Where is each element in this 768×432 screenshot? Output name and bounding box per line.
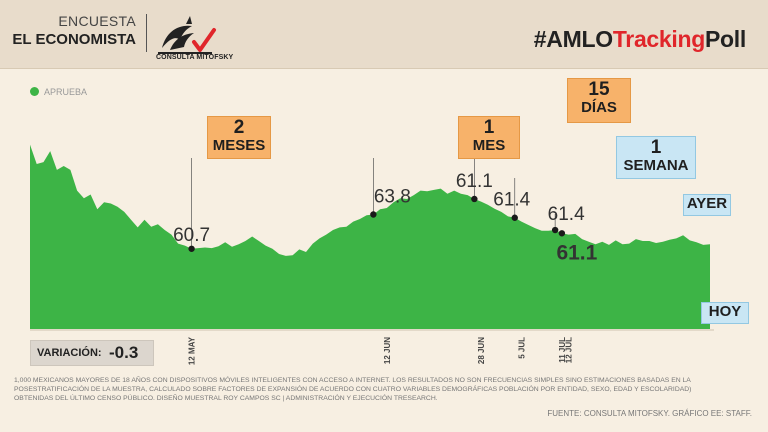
x-tick-label: 28 JUN bbox=[477, 337, 486, 364]
callout-unit: MES bbox=[472, 136, 506, 154]
annotation-value-label: 61.4 bbox=[493, 190, 530, 211]
legend-label: APRUEBA bbox=[44, 87, 88, 97]
header-divider bbox=[146, 14, 147, 52]
callout-unit: SEMANA bbox=[623, 156, 689, 174]
hashtag-title: #AMLOTrackingPoll bbox=[533, 26, 747, 53]
source-credit: FUENTE: CONSULTA MITOFSKY. GRÁFICO EE: S… bbox=[547, 409, 752, 418]
hashtag-highlight: Tracking bbox=[612, 26, 706, 52]
annotation-value-label: 61.1 bbox=[556, 241, 597, 264]
mitofsky-logo-icon bbox=[158, 16, 216, 54]
methodology-note: 1,000 MEXICANOS MAYORES DE 18 AÑOS CON D… bbox=[14, 377, 692, 402]
data-point bbox=[511, 214, 518, 221]
callout-unit: HOY bbox=[708, 303, 742, 320]
hashtag-suffix: Poll bbox=[705, 26, 746, 52]
legend-dot-icon bbox=[30, 87, 39, 96]
x-tick-label: 11 JUL bbox=[558, 337, 567, 363]
callout-2-meses: 2 MESES bbox=[207, 116, 271, 159]
callout-number: 2 bbox=[233, 117, 245, 138]
header: ENCUESTA EL ECONOMISTA CONSULTA MITOFSKY… bbox=[0, 0, 768, 69]
data-point bbox=[551, 226, 559, 234]
callout-hoy: HOY bbox=[701, 302, 749, 324]
callout-number: 15 bbox=[588, 79, 610, 100]
callout-unit: DÍAS bbox=[581, 98, 617, 116]
callout-1-semana: 1 SEMANA bbox=[616, 136, 696, 179]
legend: APRUEBA bbox=[30, 87, 87, 97]
annotation-value-label: 63.8 bbox=[374, 187, 411, 208]
annotation-value-label: 61.1 bbox=[456, 171, 493, 192]
logo-text: CONSULTA MITOFSKY bbox=[156, 54, 234, 61]
x-tick-label: 12 JUL bbox=[565, 337, 574, 363]
hashtag-prefix: #AMLO bbox=[533, 26, 613, 52]
callout-15-dias: 15 DÍAS bbox=[567, 78, 631, 123]
data-point bbox=[471, 195, 478, 203]
callout-1-mes: 1 MES bbox=[458, 116, 520, 159]
x-tick-label: 5 JUL bbox=[517, 337, 526, 359]
variation-label: VARIACIÓN: bbox=[37, 347, 102, 359]
data-point bbox=[370, 211, 377, 218]
callout-ayer: AYER bbox=[683, 194, 731, 216]
callout-unit: MESES bbox=[212, 136, 266, 154]
header-publisher: EL ECONOMISTA bbox=[12, 31, 136, 48]
data-point bbox=[558, 230, 566, 237]
approval-area bbox=[30, 144, 710, 329]
x-tick-label: 12 MAY bbox=[188, 336, 197, 365]
callout-unit: AYER bbox=[686, 195, 728, 212]
variation-box: VARIACIÓN: -0.3 bbox=[30, 340, 154, 366]
callout-number: 1 bbox=[483, 117, 495, 138]
annotation-value-label: 61.4 bbox=[548, 204, 585, 225]
x-tick-label: 12 JUN bbox=[383, 337, 392, 364]
data-point bbox=[188, 245, 195, 252]
callout-number: 1 bbox=[650, 137, 662, 158]
variation-value: -0.3 bbox=[109, 343, 139, 362]
header-survey-label: ENCUESTA bbox=[58, 13, 136, 29]
annotation-value-label: 60.7 bbox=[173, 225, 210, 246]
